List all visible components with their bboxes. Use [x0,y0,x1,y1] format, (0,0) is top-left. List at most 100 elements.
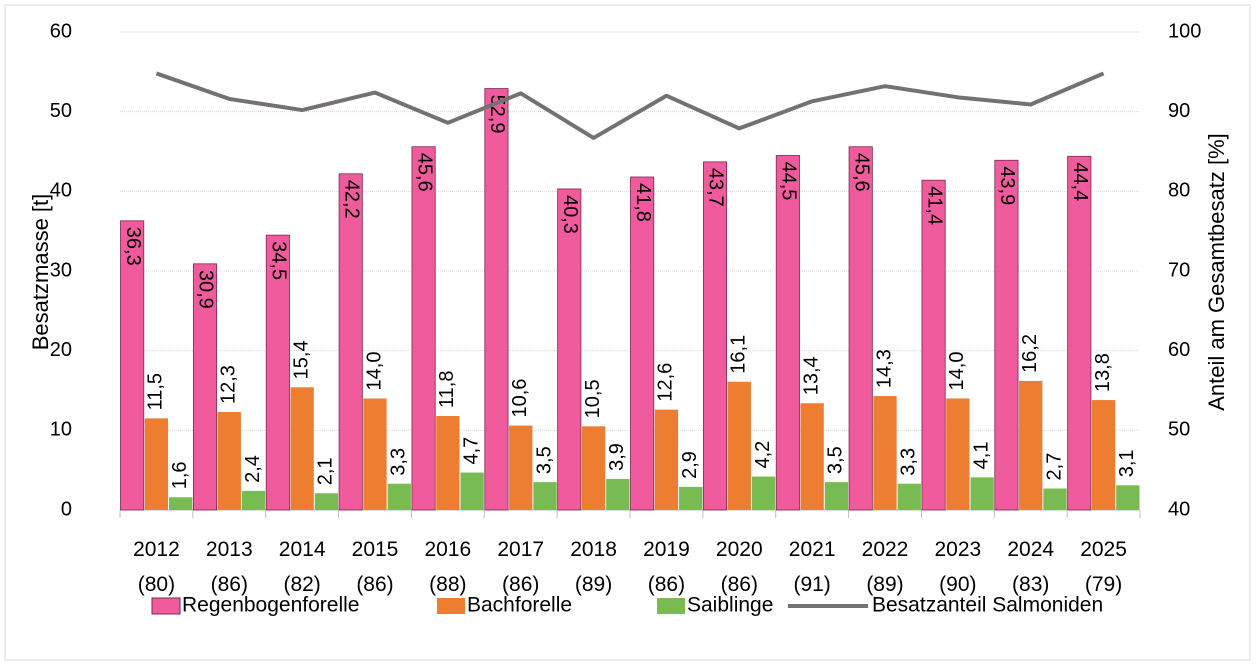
bar [460,472,484,510]
bar [363,398,387,510]
bar [509,425,533,510]
bar [630,176,655,511]
data-label: 2,1 [315,457,337,485]
bar [338,173,363,511]
data-label: 3,9 [606,443,628,471]
data-label: 3,1 [1116,449,1138,477]
data-label: 2,9 [679,451,701,479]
data-label: 13,8 [1092,353,1114,392]
x-tick-label: 2021 (91) [788,538,836,596]
x-tick-label: 2024 (83) [1007,538,1055,596]
bar [387,483,411,510]
x-tick-label: 2013 (86) [205,538,253,596]
bar [1019,380,1043,510]
y2-tick-label: 60 [1168,339,1190,361]
bar [946,398,970,510]
y2-axis-title: Anteil am Gesamtbesatz [%] [1204,133,1229,411]
data-label: 36,3 [122,227,144,266]
bar [581,426,606,510]
bar [848,146,873,511]
data-label: 11,8 [436,371,458,408]
y-tick-label: 40 [50,180,72,202]
y-tick-label: 10 [50,419,72,441]
x-tick-label: 2019 (86) [643,538,690,596]
x-tick-label: 2023 (90) [934,538,982,596]
data-label: 43,9 [996,166,1018,205]
x-tick-label: 2022 (89) [861,538,909,596]
legend-swatch [657,598,685,614]
data-label: 4,2 [752,441,774,469]
legend-swatch [151,597,181,615]
x-tick-label: 2020 (86) [715,538,763,596]
data-label: 13,4 [800,356,822,395]
bar [436,415,460,510]
data-label: 14,0 [946,352,968,391]
y-tick-label: 20 [50,339,72,361]
bar [217,412,241,510]
bar [144,418,169,510]
data-label: 43,7 [705,168,727,207]
data-label: 44,5 [778,161,800,200]
legend-swatch [437,598,465,614]
bar [702,161,728,511]
data-label: 2,4 [242,455,264,483]
data-label: 42,2 [340,180,362,219]
bar [1091,400,1116,510]
bar [654,409,679,510]
bar [411,146,436,511]
bar [679,486,703,510]
data-label: 14,3 [873,349,895,388]
chart-border [4,4,1251,661]
x-tick-label: 2025 (79) [1080,538,1127,596]
data-label: 14,0 [363,352,385,391]
data-label: 10,6 [509,379,531,418]
data-label: 34,5 [268,241,290,280]
bar [970,477,994,510]
y-tick-label: 30 [50,259,72,281]
y-axis-title: Besatzmasse [t] [28,194,53,351]
data-label: 11,5 [145,373,167,410]
data-label: 41,8 [632,183,654,222]
bar [775,155,800,511]
y2-tick-label: 50 [1168,419,1190,441]
bar [169,497,193,510]
x-tick-label: 2014 (82) [278,538,326,596]
data-label: 3,3 [388,448,410,476]
data-label: 10,5 [582,379,604,418]
legend-label: Regenbogenforelle [182,594,359,617]
legend-label: Besatzanteil Salmoniden [872,594,1103,617]
line [155,71,1105,140]
y-tick-label: 60 [50,20,72,42]
data-label: 44,4 [1069,162,1091,201]
legend-label: Saiblinge [687,594,773,617]
y2-tick-label: 90 [1168,100,1190,122]
data-label: 16,2 [1019,334,1041,373]
data-label: 1,6 [169,461,191,489]
bar [265,234,290,511]
data-label: 16,1 [728,335,750,374]
data-label: 3,3 [898,448,920,476]
y2-tick-label: 70 [1168,259,1190,281]
x-tick-label: 2018 (89) [570,538,617,596]
bar [824,482,849,510]
bar [1116,485,1140,510]
x-tick-label: 2012 (80) [133,538,180,596]
bar [314,493,339,510]
y2-tick-label: 100 [1168,20,1201,42]
x-tick-label: 2017 (86) [497,538,545,596]
data-label: 45,6 [850,153,872,192]
bar [751,476,776,510]
bar [241,490,266,510]
data-label: 3,5 [533,446,555,474]
bar [897,483,921,510]
bar [557,188,582,511]
data-label: 4,7 [460,437,482,465]
y2-tick-label: 40 [1168,498,1190,520]
data-label: 12,3 [218,365,240,404]
x-tick-label: 2016 (88) [424,538,472,596]
y-tick-label: 0 [61,498,72,520]
data-label: 45,6 [413,153,435,192]
bar [192,263,218,511]
bar [290,387,314,510]
